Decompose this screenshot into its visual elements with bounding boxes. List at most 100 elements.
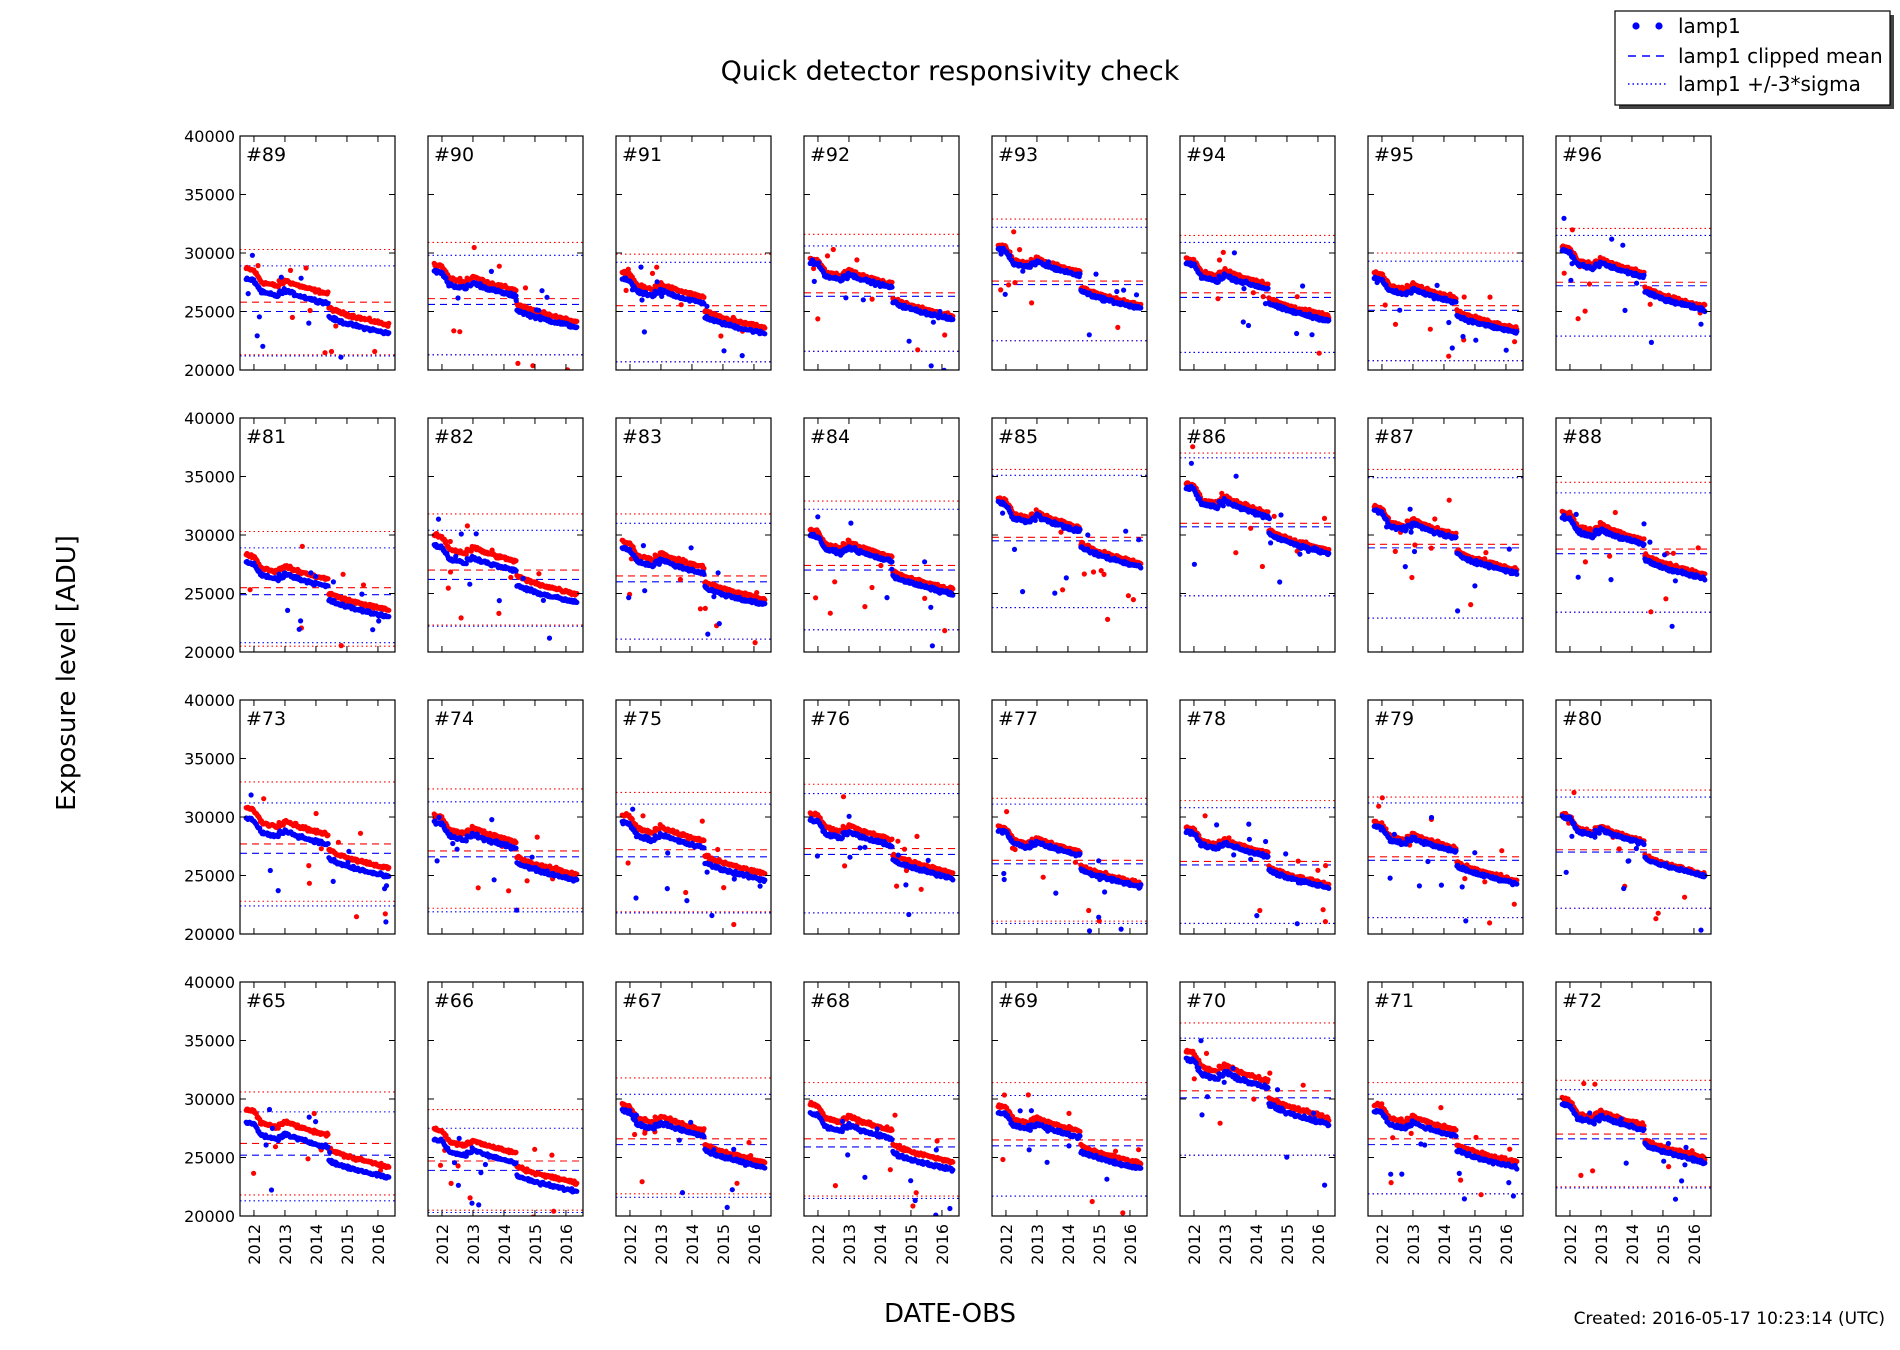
- outlier-point: [704, 303, 710, 309]
- outlier-point: [1300, 283, 1306, 289]
- series-lamp1: [807, 514, 956, 649]
- outlier-point: [1098, 568, 1104, 574]
- outlier-point: [626, 595, 632, 601]
- outlier-point: [515, 360, 521, 366]
- outlier-point: [457, 275, 463, 281]
- outlier-point: [1029, 300, 1035, 306]
- outlier-point: [811, 265, 817, 272]
- outlier-point: [1427, 326, 1433, 332]
- series-lamp1: [1559, 215, 1708, 345]
- outlier-point: [623, 287, 629, 293]
- data-point: [762, 601, 768, 607]
- panel-frame: [991, 135, 1148, 371]
- outlier-point: [520, 575, 526, 582]
- panel-label: #90: [434, 144, 474, 166]
- outlier-point: [678, 302, 684, 308]
- outlier-point: [1575, 316, 1581, 322]
- outlier-point: [1017, 247, 1023, 253]
- panel-frame: [1555, 135, 1712, 371]
- series-red: [243, 263, 392, 356]
- outlier-point: [530, 363, 536, 369]
- outlier-point: [249, 252, 255, 258]
- series-lamp1: [1371, 274, 1520, 353]
- outlier-point: [1473, 337, 1479, 343]
- panel-label: #83: [622, 426, 662, 448]
- panel-label: #94: [1186, 144, 1226, 166]
- panel-85: #85: [991, 417, 1148, 653]
- outlier-point: [1569, 227, 1575, 233]
- panel-label: #93: [998, 144, 1038, 166]
- outlier-point: [1392, 321, 1399, 327]
- data-point: [701, 294, 707, 300]
- outlier-point: [815, 514, 821, 520]
- outlier-point: [928, 604, 934, 610]
- data-point: [513, 568, 519, 574]
- data-point: [386, 607, 392, 613]
- outlier-point: [1231, 250, 1237, 256]
- outlier-point: [1698, 321, 1704, 327]
- outlier-point: [1620, 242, 1626, 248]
- panel-plot-area: [428, 241, 583, 370]
- data-point: [463, 551, 469, 558]
- outlier-point: [447, 569, 454, 575]
- outlier-point: [702, 605, 708, 612]
- outlier-point: [1058, 529, 1064, 535]
- outlier-point: [1250, 290, 1256, 296]
- panel-plot-area: [992, 468, 1147, 623]
- outlier-point: [458, 531, 464, 537]
- outlier-point: [1461, 294, 1467, 300]
- outlier-point: [640, 543, 647, 549]
- outlier-point: [308, 570, 314, 576]
- outlier-point: [488, 268, 494, 274]
- outlier-point: [1114, 288, 1120, 295]
- outlier-point: [451, 328, 457, 334]
- outlier-point: [278, 274, 284, 280]
- outlier-point: [889, 566, 895, 572]
- outlier-point: [1105, 616, 1111, 623]
- y-tick-label: 25000: [184, 303, 235, 322]
- outlier-point: [370, 627, 376, 633]
- outlier-point: [471, 244, 477, 251]
- outlier-point: [827, 610, 833, 616]
- data-point: [386, 614, 392, 620]
- outlier-point: [313, 573, 319, 580]
- outlier-point: [639, 297, 645, 303]
- outlier-point: [1215, 296, 1221, 302]
- outlier-point: [862, 604, 868, 610]
- outlier-point: [306, 320, 312, 326]
- outlier-point: [457, 329, 463, 335]
- outlier-point: [688, 545, 694, 551]
- data-point: [574, 324, 580, 330]
- panel-label: #84: [810, 426, 850, 448]
- panel-frame: [239, 417, 396, 653]
- data-point: [325, 583, 331, 589]
- series-red: [807, 246, 956, 353]
- outlier-point: [1449, 345, 1455, 351]
- outlier-point: [1245, 322, 1252, 329]
- outlier-point: [1397, 307, 1403, 313]
- series-lamp1: [1183, 250, 1332, 338]
- outlier-point: [915, 347, 921, 353]
- outlier-point: [922, 559, 928, 565]
- panel-label: #81: [246, 426, 286, 448]
- data-point: [513, 287, 519, 293]
- outlier-point: [878, 562, 884, 569]
- outlier-point: [718, 333, 724, 339]
- outlier-point: [1647, 301, 1653, 307]
- outlier-point: [1316, 350, 1322, 356]
- outlier-point: [869, 296, 875, 302]
- outlier-point: [322, 350, 328, 356]
- outlier-point: [477, 281, 483, 287]
- y-tick-label: 35000: [184, 468, 235, 487]
- outlier-point: [869, 584, 875, 591]
- outlier-point: [1648, 339, 1654, 345]
- panel-frame: [427, 135, 584, 371]
- outlier-point: [1294, 294, 1300, 300]
- data-point: [325, 300, 331, 306]
- outlier-point: [435, 516, 442, 522]
- outlier-point: [1045, 259, 1052, 265]
- outlier-point: [641, 329, 648, 335]
- data-point: [443, 538, 449, 545]
